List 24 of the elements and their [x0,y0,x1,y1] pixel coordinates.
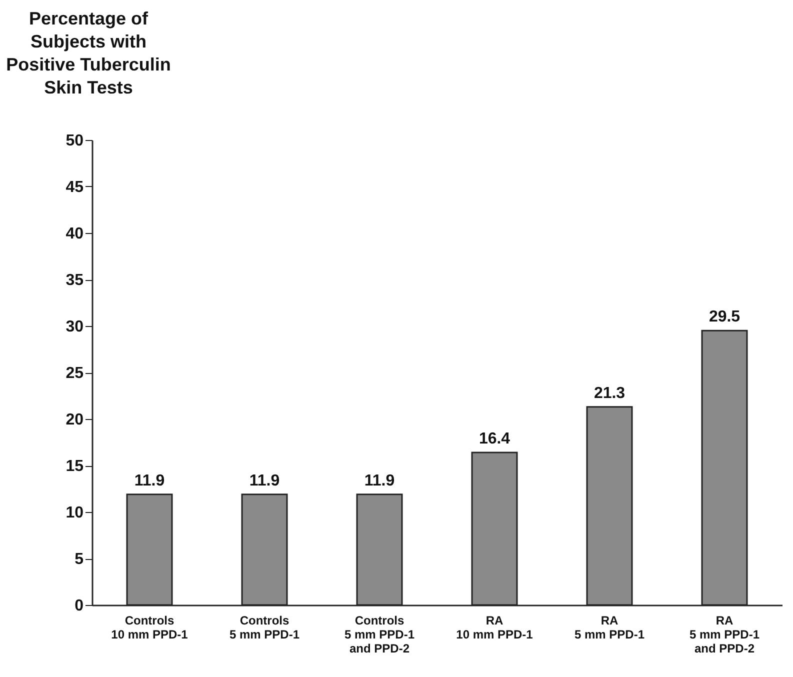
y-tick-label: 45 [66,179,84,196]
data-label: 11.9 [364,472,395,490]
x-tick-label: Controls 5 mm PPD-1 [229,614,300,642]
data-label: 11.9 [134,472,165,490]
y-tick-label: 35 [66,272,84,289]
x-tick-label: RA 5 mm PPD-1 and PPD-2 [689,614,760,656]
x-tick-label: Controls 10 mm PPD-1 [111,614,188,642]
y-tick-label: 10 [66,504,84,522]
data-label: 21.3 [594,384,626,402]
y-tick-label: 15 [66,458,84,475]
x-tick-label: RA 10 mm PPD-1 [456,614,534,642]
y-tick-label: 20 [66,412,84,428]
y-tick-label: 50 [66,132,84,150]
y-tick-label: 0 [74,598,84,614]
y-tick-label: 40 [66,226,84,242]
x-tick-label: Controls 5 mm PPD-1 and PPD-2 [344,614,415,656]
y-tick-label: 25 [66,365,84,382]
y-axis-title: Percentage of Subjects with Positive Tuberculin Skin Tests [6,8,171,98]
data-label: 11.9 [249,472,280,490]
data-label: 29.5 [708,308,740,326]
data-label: 16.4 [478,430,510,448]
y-tick-label: 5 [74,551,84,568]
y-tick-label: 30 [66,318,84,336]
x-tick-label: RA 5 mm PPD-1 [574,614,645,642]
